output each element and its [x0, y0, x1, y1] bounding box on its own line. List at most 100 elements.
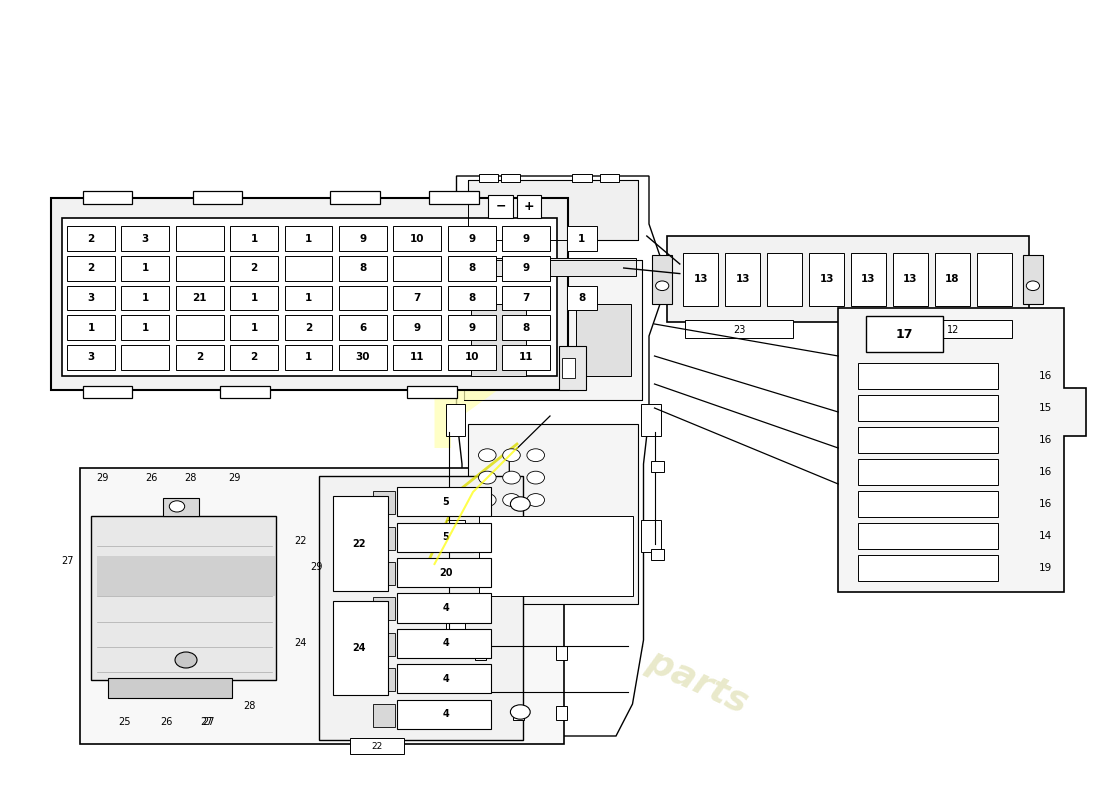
Text: 1: 1	[305, 352, 312, 362]
Text: 1: 1	[251, 234, 257, 244]
Bar	[373, 526, 395, 550]
Bar	[373, 562, 395, 585]
Bar	[397, 522, 491, 552]
Bar	[394, 226, 441, 251]
Bar	[559, 346, 586, 390]
Text: 24: 24	[352, 642, 365, 653]
Bar	[851, 253, 887, 306]
Text: 24: 24	[294, 638, 307, 648]
Text: 28: 28	[184, 474, 197, 483]
Text: 9: 9	[414, 322, 421, 333]
Bar	[478, 516, 632, 596]
Bar	[651, 461, 664, 472]
Bar	[556, 706, 566, 720]
Bar	[446, 404, 465, 436]
Bar	[285, 256, 332, 281]
Text: 26: 26	[160, 718, 173, 727]
Circle shape	[503, 449, 520, 462]
Bar	[121, 256, 169, 281]
Bar	[977, 253, 1012, 306]
Bar	[394, 315, 441, 340]
Bar	[858, 491, 998, 517]
Text: 5: 5	[442, 497, 449, 506]
Text: 2: 2	[305, 322, 312, 333]
Text: 20: 20	[439, 567, 452, 578]
Text: 17: 17	[895, 328, 913, 341]
Text: 27: 27	[202, 718, 215, 727]
Text: 3: 3	[87, 352, 95, 362]
Bar	[429, 191, 478, 204]
Text: 1: 1	[305, 293, 312, 303]
Bar	[121, 286, 169, 310]
Text: 9: 9	[522, 234, 530, 244]
Bar	[333, 601, 387, 694]
Bar	[230, 286, 278, 310]
Text: 1: 1	[142, 263, 148, 274]
Bar	[935, 253, 970, 306]
Circle shape	[478, 494, 496, 506]
Bar	[285, 345, 332, 370]
Bar	[397, 594, 491, 622]
Bar	[176, 315, 223, 340]
Text: 28: 28	[243, 702, 255, 711]
Bar	[667, 236, 1028, 322]
Circle shape	[478, 471, 496, 484]
Bar	[285, 315, 332, 340]
Text: 1: 1	[142, 293, 148, 303]
Text: 2: 2	[196, 352, 204, 362]
Text: 9: 9	[469, 322, 475, 333]
Bar	[503, 256, 550, 281]
Text: 2: 2	[87, 234, 95, 244]
Text: −: −	[495, 200, 506, 213]
Circle shape	[510, 705, 530, 719]
Text: 13: 13	[903, 274, 917, 284]
Bar	[339, 226, 387, 251]
Text: 22: 22	[371, 742, 383, 751]
Text: 1: 1	[251, 322, 257, 333]
Text: 1: 1	[305, 234, 312, 244]
Text: 15: 15	[1040, 403, 1053, 413]
Text: 14: 14	[1040, 531, 1053, 541]
Text: 2: 2	[87, 263, 95, 274]
Text: 8: 8	[469, 263, 475, 274]
Bar	[517, 195, 541, 218]
Text: 23: 23	[733, 325, 745, 334]
Bar	[373, 633, 395, 656]
Bar	[51, 198, 568, 390]
Bar	[330, 191, 380, 204]
Text: 29: 29	[228, 474, 241, 483]
Text: 4: 4	[442, 710, 449, 719]
Bar	[448, 226, 496, 251]
Text: 1: 1	[579, 234, 585, 244]
Bar	[566, 286, 597, 310]
Text: 8: 8	[522, 322, 530, 333]
Bar	[62, 218, 557, 376]
Bar	[97, 556, 275, 596]
Bar	[80, 468, 564, 744]
Text: 5: 5	[442, 532, 449, 542]
Bar	[503, 286, 550, 310]
Bar	[394, 286, 441, 310]
Bar	[641, 404, 661, 436]
Bar	[858, 523, 998, 549]
Bar	[725, 253, 760, 306]
Text: 26: 26	[145, 474, 158, 483]
Text: eGarage: eGarage	[111, 479, 505, 561]
Circle shape	[503, 471, 520, 484]
Text: 25: 25	[118, 718, 131, 727]
Text: 1: 1	[251, 293, 257, 303]
Bar	[373, 491, 395, 514]
Bar	[67, 315, 114, 340]
Text: 27: 27	[200, 718, 213, 727]
Text: 30: 30	[355, 352, 371, 362]
Bar	[503, 315, 550, 340]
Text: 12: 12	[947, 325, 959, 334]
Bar	[503, 226, 550, 251]
Bar	[471, 258, 636, 276]
Text: 13: 13	[861, 274, 876, 284]
Bar	[478, 174, 498, 182]
Bar	[339, 286, 387, 310]
Bar	[397, 629, 491, 658]
Bar	[91, 516, 276, 680]
Bar	[858, 555, 998, 581]
